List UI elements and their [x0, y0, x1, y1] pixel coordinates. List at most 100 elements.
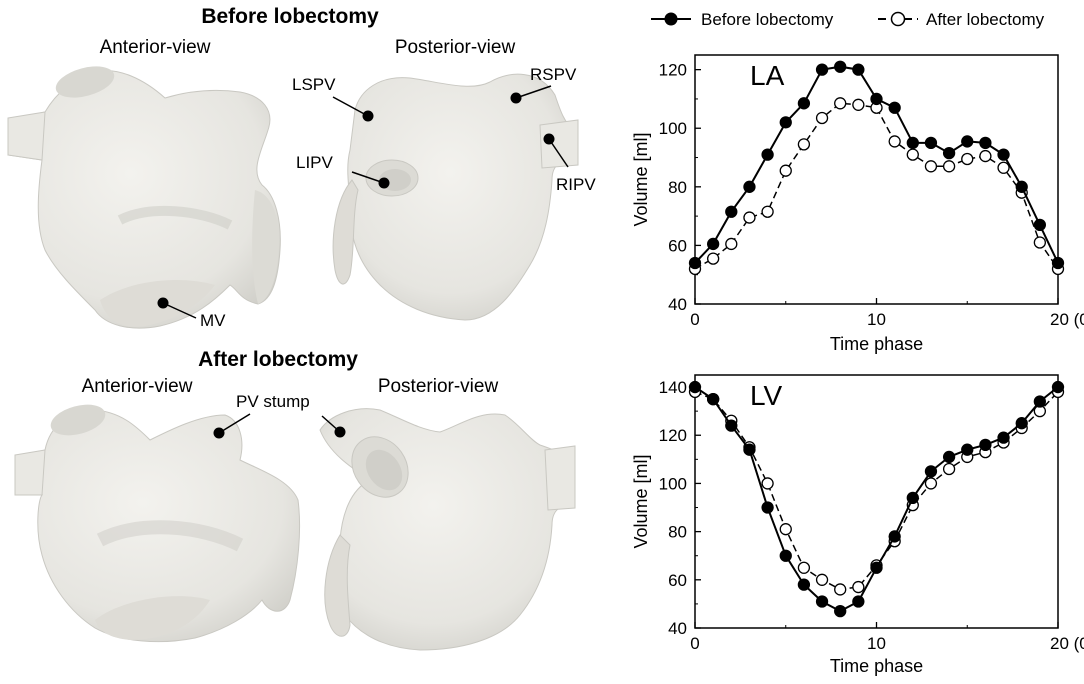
lv-before-point	[870, 561, 883, 574]
lv-after-point	[834, 583, 847, 596]
la-before-point	[888, 101, 901, 114]
la-before-point	[707, 237, 720, 251]
rspv-callout: RSPV	[510, 65, 577, 104]
lv-before-line	[694, 386, 1059, 613]
lipv-label: LIPV	[296, 153, 334, 172]
lv-after-point	[761, 477, 774, 490]
before-posterior-view-label: Posterior-view	[395, 37, 516, 58]
la-after-point	[779, 164, 792, 177]
anatomy-panel: Before lobectomy Anterior-view Posterior…	[7, 5, 596, 651]
lv-xlabel: Time phase	[830, 656, 923, 676]
la-before-point	[797, 97, 811, 110]
lv-after-point	[852, 580, 865, 594]
lv-ytick-label: 140	[659, 378, 687, 397]
la-after-point	[725, 237, 738, 251]
lv-before-point	[924, 465, 938, 478]
la-before-point	[1033, 218, 1046, 232]
la-after-point	[942, 160, 956, 173]
la-xlabel: Time phase	[830, 334, 923, 354]
la-before-point	[997, 148, 1010, 161]
la-chart: 40 60 80 100 120 0 10 20 (0) Time phase Volume [m…	[631, 54, 1084, 354]
la-after-point	[961, 152, 974, 166]
lv-before-point	[707, 392, 720, 406]
lv-ytick-label: 60	[668, 571, 687, 590]
pv-stump-label: PV stump	[236, 392, 310, 411]
lv-before-point	[906, 491, 919, 505]
la-ytick-label: 40	[668, 295, 687, 314]
lv-before-point	[961, 443, 974, 456]
lv-before-point	[1033, 395, 1046, 408]
volume-charts: Before lobectomy After lobectomy 40 60 80 1…	[631, 10, 1084, 676]
before-anterior-atrium	[7, 66, 281, 329]
legend: Before lobectomy After lobectomy	[651, 10, 1045, 29]
lv-before-point	[797, 578, 811, 591]
la-xtick-label: 20 (0)	[1050, 310, 1084, 329]
la-before-point	[906, 136, 919, 150]
la-ytick-label: 100	[659, 119, 687, 138]
la-ylabel: Volume [ml]	[631, 132, 651, 226]
la-before-point	[924, 136, 938, 150]
mv-callout: MV	[157, 297, 226, 330]
lv-xtick-label: 20 (0)	[1050, 634, 1084, 653]
la-after-point	[815, 111, 829, 125]
lv-before-point	[888, 530, 901, 543]
la-plot-frame	[694, 54, 1059, 305]
la-before-point	[852, 63, 865, 76]
after-anterior-atrium	[14, 404, 301, 643]
la-before-point	[979, 136, 992, 150]
lv-before-point	[979, 438, 992, 452]
legend-before-marker	[664, 12, 678, 26]
lv-after-point	[779, 523, 792, 536]
ripv-callout: RIPV	[543, 133, 596, 194]
la-after-point	[1033, 236, 1046, 249]
la-after-point	[834, 97, 847, 110]
lv-before-point	[815, 595, 829, 608]
lv-before-point	[725, 419, 738, 432]
lv-xtick-label: 0	[690, 634, 699, 653]
lv-before-point	[942, 450, 956, 464]
la-after-point	[997, 161, 1010, 174]
la-before-point	[725, 205, 738, 218]
mv-label: MV	[200, 311, 226, 330]
legend-after-marker	[890, 11, 906, 27]
la-after-point	[979, 149, 992, 163]
lv-after-point	[815, 573, 829, 586]
la-before-point	[1051, 256, 1065, 270]
legend-before-label: Before lobectomy	[701, 10, 834, 29]
la-before-point	[761, 148, 774, 161]
la-after-point	[707, 252, 720, 265]
lv-before-point	[834, 604, 847, 618]
after-title: After lobectomy	[198, 348, 358, 371]
la-after-point	[761, 205, 774, 218]
la-ytick-label: 120	[659, 61, 687, 80]
lspv-callout: LSPV	[292, 75, 374, 122]
lv-ytick-label: 80	[668, 523, 687, 542]
la-before-point	[815, 63, 829, 76]
lv-before-point	[779, 549, 792, 562]
after-posterior-view-label: Posterior-view	[378, 376, 499, 397]
lv-plot-frame	[694, 374, 1059, 629]
la-after-point	[743, 211, 756, 224]
la-before-point	[779, 116, 792, 129]
lv-after-point	[942, 462, 956, 476]
la-after-point	[852, 98, 865, 111]
lv-before-point	[761, 501, 774, 514]
lv-panel-label: LV	[750, 380, 782, 411]
lv-before-point	[743, 443, 756, 456]
la-before-point	[688, 256, 702, 270]
la-ytick-label: 80	[668, 178, 687, 197]
lv-after-point	[924, 477, 938, 490]
la-before-point	[961, 135, 974, 148]
lipv-callout: LIPV	[296, 153, 390, 189]
ripv-label: RIPV	[556, 175, 596, 194]
legend-after-label: After lobectomy	[926, 10, 1045, 29]
chart-panel: Before lobectomy After lobectomy 40 60 80 1…	[600, 0, 1084, 679]
la-before-point	[942, 146, 956, 160]
lv-ytick-label: 120	[659, 426, 687, 445]
la-after-point	[797, 138, 811, 151]
la-before-point	[870, 92, 883, 106]
after-anterior-view-label: Anterior-view	[82, 376, 193, 397]
la-xtick-label: 10	[867, 310, 886, 329]
la-panel-label: LA	[750, 60, 785, 91]
la-after-point	[906, 148, 919, 161]
